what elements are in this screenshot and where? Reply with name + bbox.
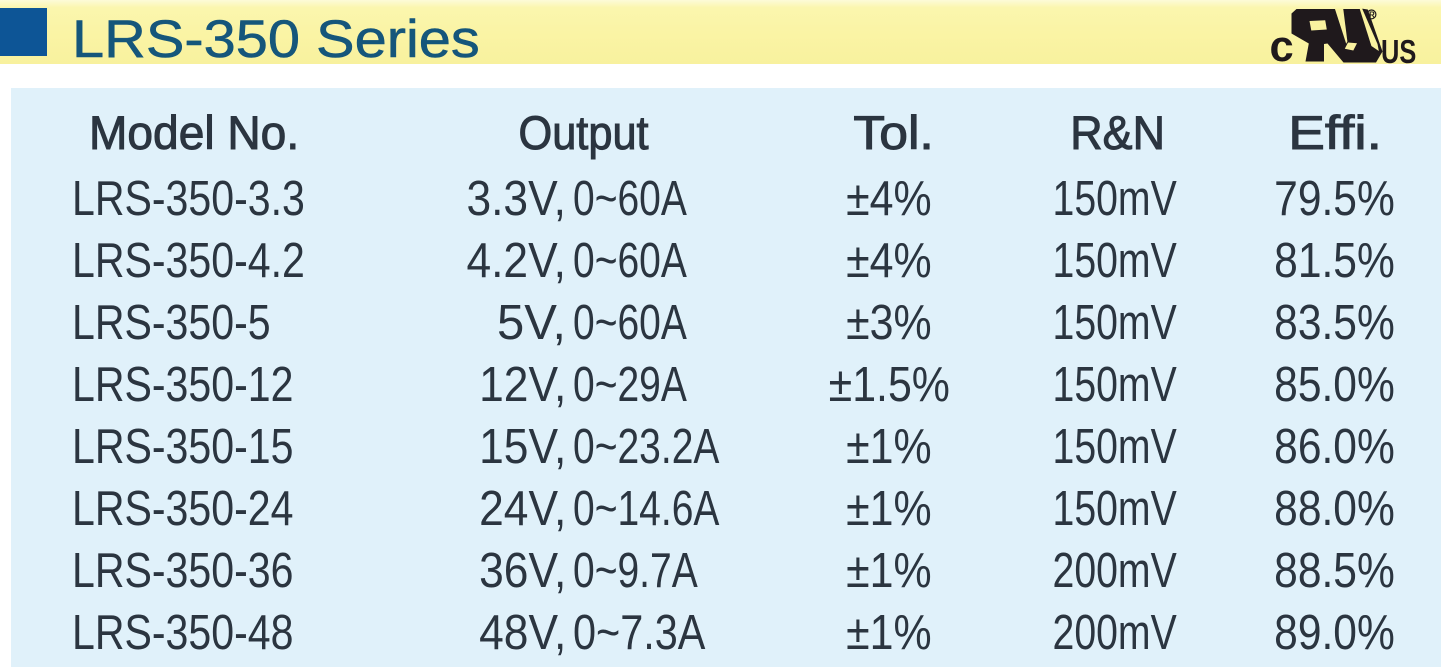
svg-text:R: R: [1369, 10, 1375, 19]
